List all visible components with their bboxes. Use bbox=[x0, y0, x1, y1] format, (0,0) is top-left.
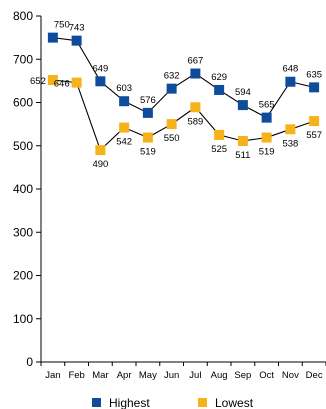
data-label-lowest: 589 bbox=[187, 116, 203, 127]
data-label-highest: 648 bbox=[282, 64, 298, 75]
data-label-lowest: 511 bbox=[235, 150, 250, 161]
data-label-highest: 667 bbox=[187, 56, 203, 67]
data-point-lowest bbox=[119, 122, 130, 133]
y-tick-label: 500 bbox=[13, 139, 33, 153]
y-tick-label: 0 bbox=[26, 355, 33, 369]
data-point-highest bbox=[190, 68, 201, 79]
x-tick-label: Aug bbox=[211, 370, 228, 381]
data-point-lowest bbox=[142, 132, 153, 143]
data-label-lowest: 652 bbox=[30, 76, 46, 87]
legend-label-highest: Highest bbox=[109, 396, 150, 409]
data-point-lowest bbox=[309, 116, 320, 127]
y-tick-label: 600 bbox=[13, 96, 33, 110]
series-line-lowest bbox=[52, 79, 315, 152]
x-tick-label: Jun bbox=[164, 370, 179, 381]
data-label-highest: 750 bbox=[54, 20, 70, 31]
data-point-highest bbox=[119, 96, 130, 107]
x-tick-label: May bbox=[139, 370, 157, 381]
x-tick-label: Sep bbox=[234, 370, 251, 381]
data-label-lowest: 519 bbox=[140, 147, 156, 158]
data-point-highest bbox=[261, 112, 272, 123]
data-point-highest bbox=[47, 32, 58, 43]
data-point-lowest bbox=[285, 124, 296, 135]
data-point-lowest bbox=[261, 132, 272, 143]
data-point-lowest bbox=[237, 135, 248, 146]
data-label-lowest: 550 bbox=[164, 133, 180, 144]
data-point-highest bbox=[285, 76, 296, 87]
series-lowest: 652 646 490 542 519 550 589 525 511 519 538 557 bbox=[30, 75, 322, 170]
data-label-highest: 565 bbox=[259, 100, 275, 111]
data-label-highest: 632 bbox=[164, 71, 180, 82]
data-point-lowest bbox=[214, 129, 225, 140]
data-label-highest: 649 bbox=[92, 63, 108, 74]
y-tick-label: 300 bbox=[13, 225, 33, 239]
x-tick-label: Jul bbox=[189, 370, 201, 381]
data-label-highest: 743 bbox=[69, 23, 85, 34]
data-label-lowest: 538 bbox=[282, 138, 298, 149]
data-point-lowest bbox=[95, 145, 106, 156]
y-tick-label: 200 bbox=[13, 269, 33, 283]
legend-label-lowest: Lowest bbox=[215, 396, 254, 409]
data-point-lowest bbox=[71, 77, 82, 88]
x-tick-label: Jan bbox=[45, 370, 60, 381]
x-axis-ticks: Jan Feb Mar Apr May Jun Jul Aug Sep Oct Nov Dec bbox=[40, 362, 326, 381]
legend: Highest Lowest bbox=[92, 396, 254, 409]
y-tick-label: 700 bbox=[13, 52, 33, 66]
series-line-highest bbox=[52, 37, 315, 119]
x-tick-label: Feb bbox=[68, 370, 84, 381]
data-point-highest bbox=[166, 83, 177, 94]
data-label-highest: 629 bbox=[211, 72, 227, 83]
data-point-lowest bbox=[47, 75, 58, 86]
x-tick-label: Oct bbox=[259, 370, 274, 381]
y-tick-label: 800 bbox=[13, 9, 33, 23]
data-label-lowest: 646 bbox=[54, 79, 70, 90]
data-label-lowest: 557 bbox=[306, 130, 322, 141]
x-tick-label: Dec bbox=[306, 370, 323, 381]
data-point-highest bbox=[142, 107, 153, 118]
y-tick-label: 400 bbox=[13, 182, 33, 196]
data-label-highest: 635 bbox=[306, 69, 322, 80]
data-label-lowest: 525 bbox=[211, 144, 227, 155]
data-label-lowest: 542 bbox=[116, 137, 132, 148]
data-point-highest bbox=[237, 100, 248, 111]
data-label-highest: 576 bbox=[140, 95, 156, 106]
data-point-highest bbox=[214, 84, 225, 95]
data-point-highest bbox=[309, 82, 320, 93]
data-point-highest bbox=[71, 35, 82, 46]
data-point-lowest bbox=[166, 119, 177, 130]
data-label-lowest: 490 bbox=[92, 159, 108, 170]
data-label-highest: 603 bbox=[116, 83, 132, 94]
data-label-lowest: 519 bbox=[259, 147, 275, 158]
legend-swatch-lowest bbox=[198, 398, 207, 407]
y-tick-label: 100 bbox=[13, 312, 33, 326]
data-label-highest: 594 bbox=[235, 87, 251, 98]
y-axis-ticks: 0 100 200 300 400 500 600 700 800 bbox=[13, 9, 41, 369]
x-tick-label: Nov bbox=[282, 370, 299, 381]
data-point-lowest bbox=[190, 102, 201, 113]
x-tick-label: Apr bbox=[117, 370, 132, 381]
x-tick-label: Mar bbox=[92, 370, 108, 381]
data-point-highest bbox=[95, 76, 106, 87]
legend-swatch-highest bbox=[92, 398, 101, 407]
